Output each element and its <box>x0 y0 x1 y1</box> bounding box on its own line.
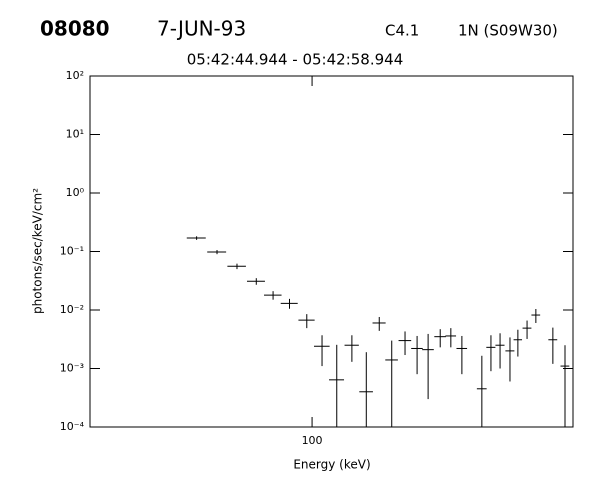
plot-frame <box>89 75 574 428</box>
flare-location: 1N (S09W30) <box>458 22 558 40</box>
event-id: 08080 <box>40 17 110 41</box>
x-axis-label: Energy (keV) <box>293 458 370 472</box>
y-tick-label: 10⁻¹ <box>60 245 84 258</box>
y-tick-label: 10¹ <box>66 128 84 141</box>
y-tick-label: 10² <box>66 69 84 82</box>
y-tick-label: 10⁻³ <box>60 362 84 375</box>
event-date: 7-JUN-93 <box>157 17 246 41</box>
flare-class: C4.1 <box>385 22 419 40</box>
y-tick-label: 10⁻⁴ <box>60 420 85 433</box>
chart-title: 05:42:44.944 - 05:42:58.944 <box>187 51 403 69</box>
y-tick-label: 10⁻² <box>60 303 84 316</box>
x-tick-label: 100 <box>302 434 323 447</box>
y-tick-label: 10⁰ <box>66 186 85 199</box>
y-axis-label: photons/sec/keV/cm² <box>31 188 45 314</box>
